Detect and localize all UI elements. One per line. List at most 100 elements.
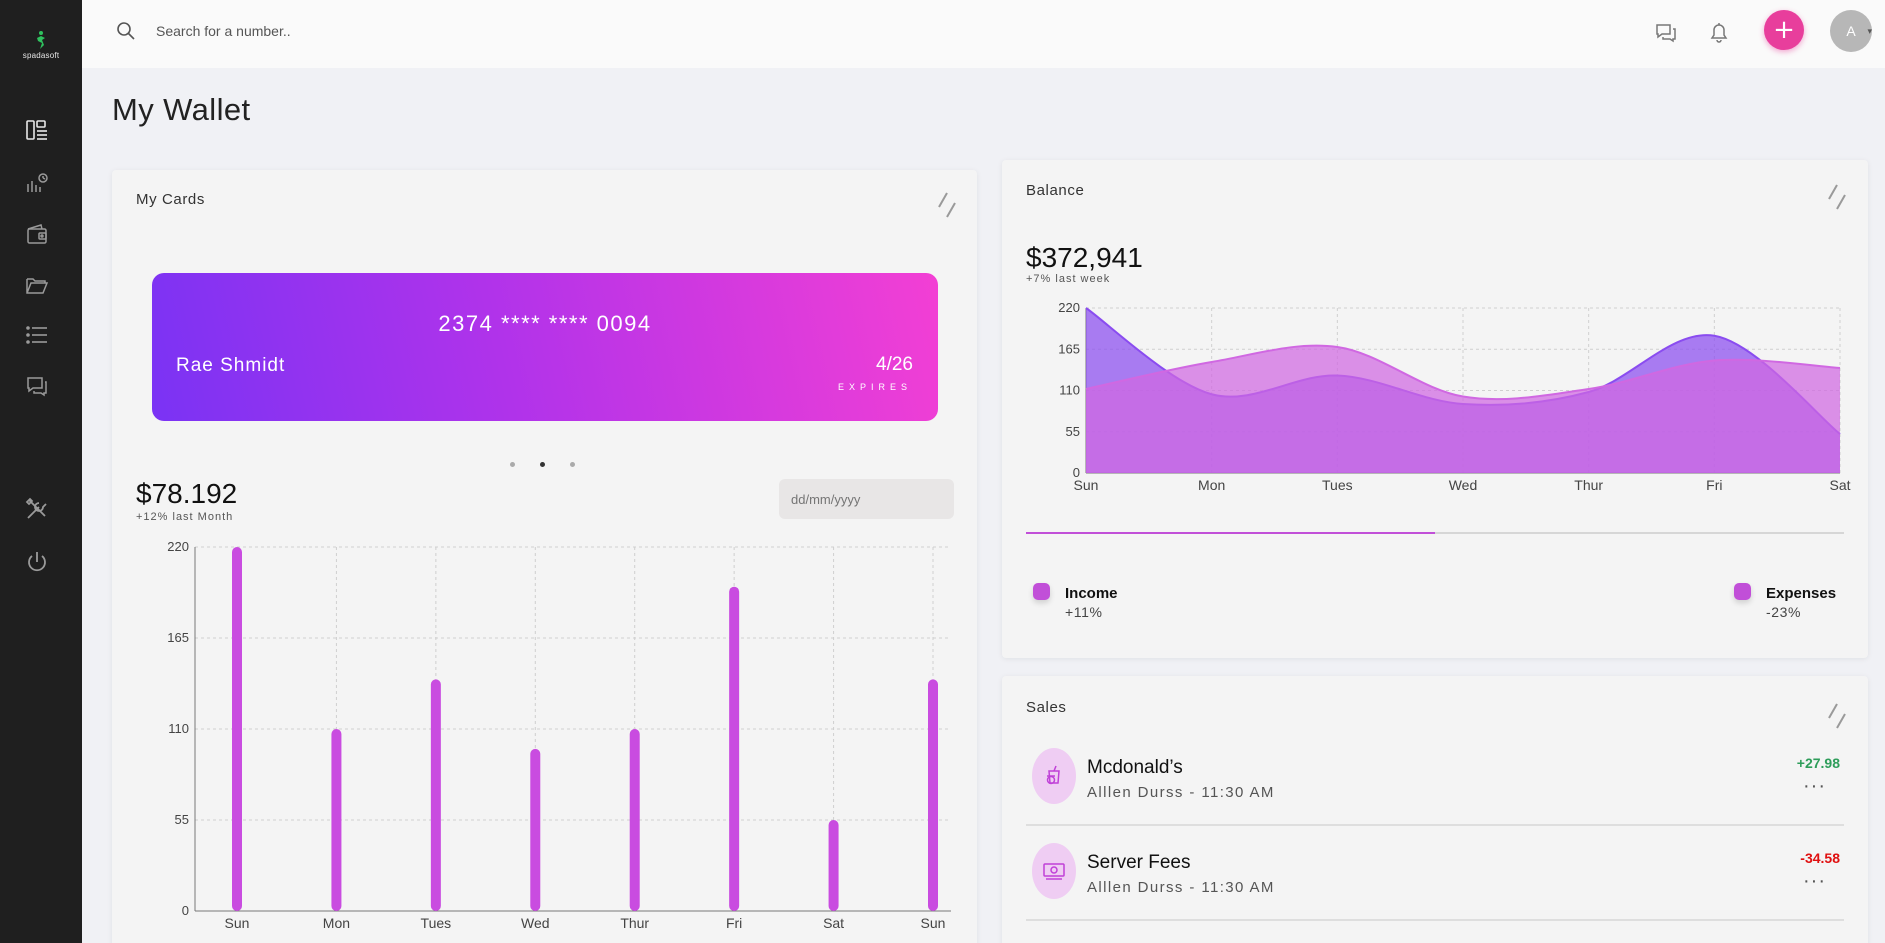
bar — [729, 586, 740, 911]
logo-text: spadasoft — [22, 51, 60, 60]
sidebar-item-folders[interactable] — [22, 270, 52, 300]
slash-icon — [1828, 184, 1846, 210]
dashboard-icon — [26, 120, 47, 140]
balance-progress — [1026, 532, 1844, 534]
sale-icon — [1032, 843, 1076, 899]
chat-icon[interactable] — [1654, 20, 1678, 44]
legend-swatch — [1734, 583, 1751, 600]
slash-icon — [938, 192, 956, 218]
progress-fill — [1026, 532, 1435, 534]
y-tick-label: 220 — [167, 539, 189, 554]
date-input[interactable] — [779, 479, 954, 519]
avatar[interactable]: A ▾ — [1830, 10, 1872, 52]
top-bar: + A ▾ — [82, 0, 1885, 68]
sale-name: Server Fees — [1087, 852, 1191, 873]
y-tick-label: 110 — [1059, 383, 1080, 398]
x-tick-label: Sat — [1829, 477, 1850, 493]
cards-change: +12% last Month — [136, 511, 234, 523]
card-expiry-label: EXPIRES — [837, 382, 912, 392]
x-tick-label: Sun — [921, 915, 946, 931]
sidebar: spadasoft — [0, 0, 82, 943]
credit-card[interactable]: 2374 **** **** 0094 Rae Shmidt 4/26 EXPI… — [152, 273, 938, 421]
y-tick-label: 55 — [1066, 424, 1080, 439]
sales-panel: Sales Mcdonald’s Alllen Durss - 11:30 AM… — [1002, 676, 1868, 943]
tools-icon — [25, 497, 47, 519]
x-tick-label: Sun — [1074, 477, 1099, 493]
sidebar-item-tools[interactable] — [22, 494, 52, 524]
carousel-dot[interactable] — [510, 462, 515, 467]
more-icon[interactable]: ··· — [1803, 775, 1826, 797]
add-button[interactable]: + — [1764, 10, 1804, 50]
x-tick-label: Mon — [1198, 477, 1225, 493]
list-item[interactable]: Mcdonald’s Alllen Durss - 11:30 AM +27.9… — [1026, 731, 1844, 826]
y-tick-label: 55 — [175, 812, 189, 827]
legend-name: Expenses — [1766, 585, 1837, 602]
slash-icon — [1828, 703, 1846, 729]
bell-icon[interactable] — [1707, 20, 1731, 44]
y-tick-label: 110 — [168, 721, 189, 736]
bar — [430, 679, 441, 911]
logo[interactable]: spadasoft — [18, 30, 64, 66]
x-tick-label: Tues — [421, 915, 452, 931]
x-tick-label: Sun — [225, 915, 250, 931]
more-icon[interactable]: ··· — [1803, 870, 1826, 892]
folder-icon — [26, 278, 49, 294]
legend-swatch — [1033, 583, 1050, 600]
x-tick-label: Thur — [620, 915, 649, 931]
sidebar-item-messages[interactable] — [22, 371, 52, 401]
sidebar-item-wallet[interactable] — [22, 219, 52, 249]
bar — [331, 729, 342, 911]
my-cards-title: My Cards — [136, 191, 205, 208]
legend-name: Income — [1065, 585, 1118, 602]
analytics-icon — [27, 173, 48, 192]
carousel-dot[interactable] — [570, 462, 575, 467]
sale-amount: -34.58 — [1800, 850, 1840, 866]
balance-amount: $372,941 — [1026, 242, 1143, 273]
y-tick-label: 165 — [167, 630, 189, 645]
money-icon — [1043, 863, 1065, 880]
cards-amount: $78.192 — [136, 478, 238, 509]
food-icon — [1046, 765, 1060, 785]
sidebar-item-dashboard[interactable] — [22, 115, 52, 145]
bar — [629, 729, 640, 911]
logo-icon — [37, 31, 45, 49]
balance-panel: Balance $372,941 +7% last week 0 55 110 165… — [1002, 160, 1868, 658]
balance-change: +7% last week — [1026, 273, 1111, 285]
carousel-dots — [510, 454, 600, 472]
avatar-initial: A — [1846, 23, 1856, 39]
list-item[interactable]: Server Fees Alllen Durss - 11:30 AM -34.… — [1026, 826, 1844, 921]
x-tick-label: Sat — [823, 915, 844, 931]
x-tick-label: Mon — [323, 915, 350, 931]
bar — [928, 679, 938, 911]
chevron-down-icon: ▾ — [1867, 26, 1872, 36]
my-cards-panel: My Cards 2374 **** **** 0094 Rae Shmidt … — [112, 170, 977, 943]
y-tick-label: 0 — [1073, 465, 1080, 480]
search-input[interactable] — [156, 20, 576, 42]
sale-subtitle: Alllen Durss - 11:30 AM — [1087, 879, 1275, 896]
series-line — [1085, 344, 1841, 401]
sidebar-item-logout[interactable] — [22, 547, 52, 577]
x-tick-label: Wed — [1449, 477, 1478, 493]
legend-pct: -23% — [1766, 604, 1802, 620]
sale-name: Mcdonald’s — [1087, 757, 1183, 778]
sidebar-item-list[interactable] — [22, 320, 52, 350]
y-tick-label: 0 — [182, 903, 189, 918]
y-tick-label: 165 — [1058, 341, 1080, 356]
x-tick-label: Wed — [521, 915, 550, 931]
x-tick-label: Thur — [1574, 477, 1603, 493]
legend-pct: +11% — [1065, 604, 1103, 620]
list-icon — [26, 326, 47, 344]
x-tick-label: Fri — [1706, 477, 1722, 493]
chat-icon — [27, 377, 47, 397]
page-title: My Wallet — [112, 92, 251, 127]
carousel-dot[interactable] — [540, 462, 545, 467]
series-area — [1086, 345, 1840, 473]
power-icon — [28, 552, 46, 572]
search-icon — [117, 22, 135, 40]
card-expiry: 4/26 — [876, 354, 913, 375]
y-tick-label: 220 — [1058, 300, 1080, 315]
x-tick-label: Tues — [1322, 477, 1353, 493]
card-holder: Rae Shmidt — [176, 355, 286, 376]
wallet-icon — [27, 224, 47, 244]
sidebar-item-analytics[interactable] — [22, 168, 52, 198]
